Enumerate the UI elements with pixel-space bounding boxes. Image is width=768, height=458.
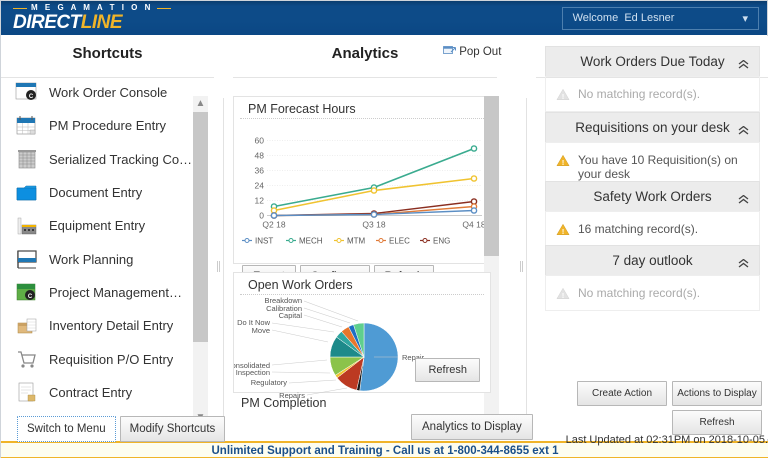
svg-text:Q2 18: Q2 18	[262, 220, 285, 230]
svg-text:60: 60	[255, 136, 265, 146]
svg-text:48: 48	[255, 151, 265, 161]
svg-text:MTM: MTM	[347, 237, 366, 246]
svg-text:ELEC: ELEC	[389, 237, 410, 246]
svg-text:Pm Inspection: Pm Inspection	[234, 368, 270, 377]
svg-text:Capital: Capital	[279, 311, 303, 320]
svg-text:Move: Move	[252, 326, 270, 335]
svg-text:Repairs: Repairs	[279, 391, 305, 399]
svg-text:24: 24	[255, 181, 265, 191]
svg-text:!: !	[562, 160, 564, 167]
svg-text:36: 36	[255, 166, 265, 176]
svg-text:C: C	[29, 94, 34, 100]
svg-text:ENG: ENG	[433, 237, 450, 246]
svg-text:12: 12	[255, 196, 265, 206]
svg-text:MECH: MECH	[299, 237, 323, 246]
svg-text:!: !	[562, 94, 564, 101]
svg-text:INST: INST	[255, 237, 273, 246]
svg-text:C: C	[28, 294, 33, 300]
svg-text:!: !	[562, 229, 564, 236]
svg-text:Regulatory: Regulatory	[251, 378, 288, 387]
svg-text:Q4 18: Q4 18	[462, 220, 485, 230]
svg-text:!: !	[562, 293, 564, 300]
svg-text:Q3 18: Q3 18	[362, 220, 385, 230]
